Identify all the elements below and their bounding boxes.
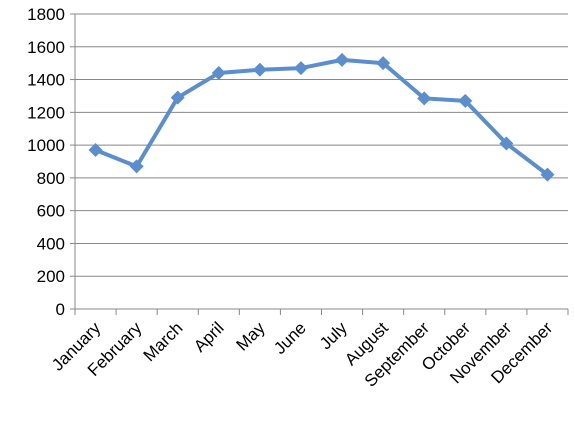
- x-tick-label: May: [233, 318, 269, 354]
- y-tick-label: 1000: [27, 136, 65, 155]
- y-tick-label: 1800: [27, 5, 65, 24]
- y-tick-label: 800: [37, 169, 65, 188]
- y-tick-label: 400: [37, 234, 65, 253]
- data-point-marker: [170, 90, 185, 105]
- data-point-marker: [376, 56, 391, 71]
- data-point-marker: [499, 136, 514, 151]
- gridlines: [75, 13, 568, 277]
- data-point-marker: [293, 61, 308, 76]
- data-point-marker: [211, 66, 226, 80]
- y-tick-label: 1600: [27, 38, 65, 57]
- data-point-marker: [458, 93, 473, 108]
- data-point-marker: [88, 143, 103, 158]
- data-point-marker: [540, 167, 555, 182]
- series-layer: [88, 52, 555, 182]
- x-tick-label: June: [270, 318, 310, 358]
- data-point-marker: [129, 159, 144, 174]
- y-tick-label: 200: [37, 267, 65, 286]
- data-point-marker: [252, 62, 267, 77]
- y-tick-label: 1400: [27, 71, 65, 90]
- y-tick-label: 1200: [27, 103, 65, 122]
- x-tick-label: July: [316, 318, 351, 353]
- y-tick-label: 600: [37, 202, 65, 221]
- axes: [70, 13, 569, 315]
- data-point-marker: [417, 91, 432, 106]
- data-point-marker: [335, 52, 350, 67]
- y-tick-label: 0: [56, 300, 65, 319]
- y-axis-tick-labels: 0 200 400 600 800 1000 1200 1400 1600 1800: [27, 5, 65, 319]
- x-tick-label: April: [190, 318, 227, 355]
- series-line: [93, 57, 550, 177]
- x-tick-label: March: [140, 318, 187, 365]
